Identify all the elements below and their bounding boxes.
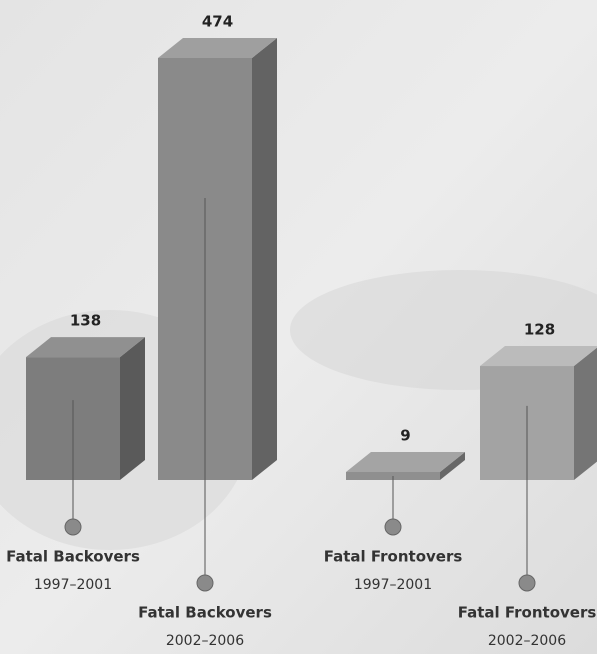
category-label: Fatal Frontovers	[324, 548, 463, 566]
period-label: 1997–2001	[354, 577, 432, 593]
value-label: 474	[202, 13, 233, 31]
bar	[158, 38, 277, 480]
period-label: 1997–2001	[34, 577, 112, 593]
value-label: 9	[400, 426, 410, 444]
period-label: 2002–2006	[166, 633, 244, 649]
chart: 138 Fatal Backovers 1997–2001 474 Fatal Back…	[0, 0, 597, 654]
bar-side	[252, 38, 277, 480]
category-label: Fatal Backovers	[138, 604, 272, 622]
bar-side	[120, 337, 145, 480]
page: 138 Fatal Backovers 1997–2001 474 Fatal Back…	[0, 0, 597, 654]
category-label: Fatal Frontovers	[458, 604, 597, 622]
leader-dot	[519, 575, 535, 591]
value-label: 138	[70, 312, 101, 330]
category-label: Fatal Backovers	[6, 548, 140, 566]
leader-dot	[197, 575, 213, 591]
bar-side	[574, 346, 597, 480]
period-label: 2002–2006	[488, 633, 566, 649]
bar	[26, 337, 145, 480]
leader-dot	[385, 519, 401, 535]
value-label: 128	[524, 321, 555, 339]
bar	[480, 346, 597, 480]
leader-dot	[65, 519, 81, 535]
